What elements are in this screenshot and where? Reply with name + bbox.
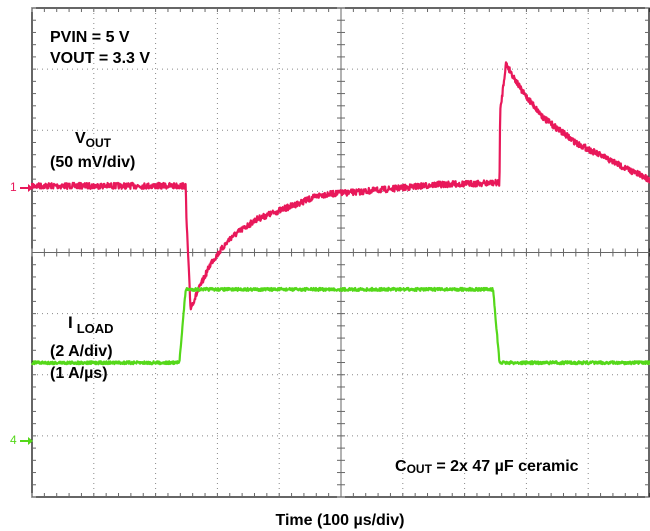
iload-series-label: I LOAD — [68, 313, 114, 336]
iload-scale-label: (2 A/div) — [50, 343, 113, 360]
vout-scale-label: (50 mV/div) — [50, 154, 135, 171]
iload-trace — [30, 286, 650, 366]
channel-4-marker-text: 4 — [10, 433, 17, 447]
iload-slew-label: (1 A/µs) — [50, 365, 108, 382]
channel-4-arrow-icon — [20, 437, 33, 445]
vout-series-label: VOUT — [75, 130, 112, 150]
channel-1-marker-text: 1 — [10, 180, 17, 194]
channel-1-arrow-icon — [20, 184, 33, 192]
x-axis-label: Time (100 µs/div) — [276, 512, 405, 529]
cout-annotation: COUT = 2x 47 µF ceramic — [395, 458, 579, 476]
vout-annotation: VOUT = 3.3 V — [50, 50, 150, 67]
vout-trace — [30, 61, 650, 311]
pvin-annotation: PVIN = 5 V — [50, 29, 130, 46]
traces — [30, 61, 650, 366]
grid — [31, 7, 650, 498]
